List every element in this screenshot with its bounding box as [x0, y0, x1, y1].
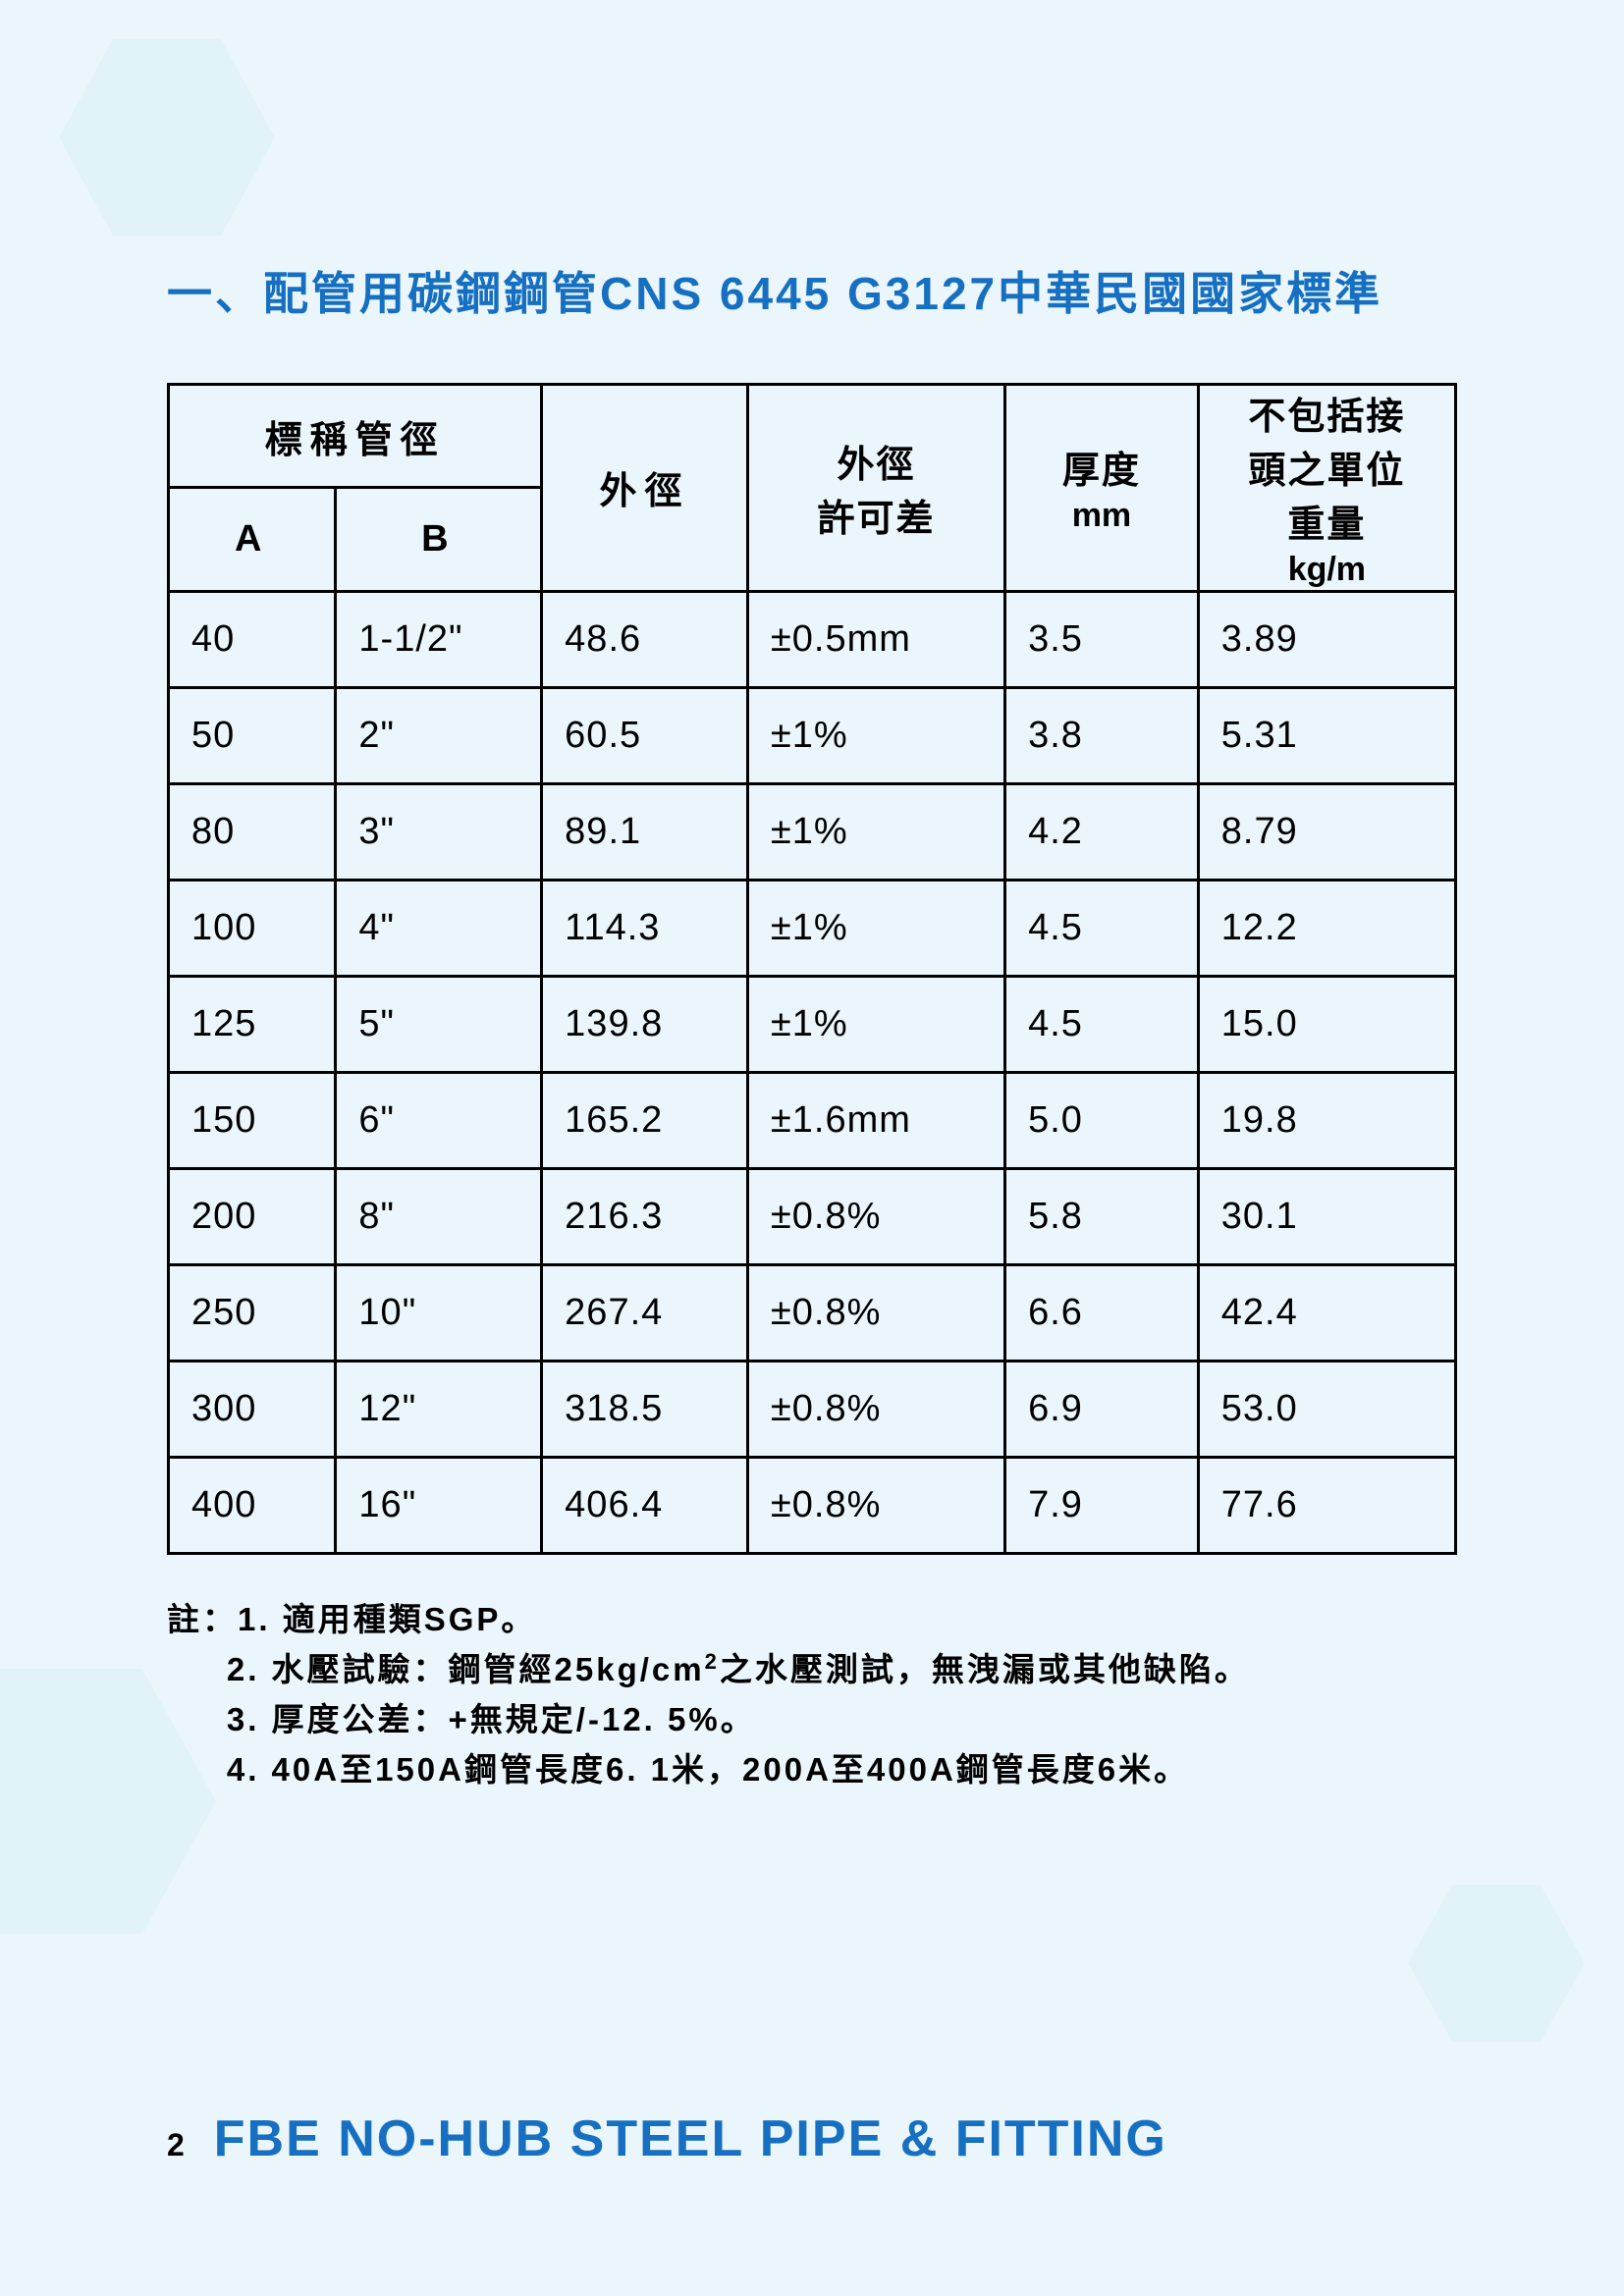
cell-a: 300	[169, 1361, 336, 1457]
th-uw-l4: kg/m	[1288, 551, 1366, 588]
cell-b: 12"	[336, 1361, 542, 1457]
cell-wt: 53.0	[1198, 1361, 1455, 1457]
cell-od: 216.3	[542, 1168, 748, 1264]
cell-a: 200	[169, 1168, 336, 1264]
cell-thk: 7.9	[1005, 1457, 1199, 1553]
table-row: 40016"406.4±0.8%7.977.6	[169, 1457, 1456, 1553]
cell-a: 125	[169, 976, 336, 1072]
cell-wt: 77.6	[1198, 1457, 1455, 1553]
cell-b: 10"	[336, 1264, 542, 1361]
cell-a: 50	[169, 687, 336, 783]
page-footer: 2 FBE NO-HUB STEEL PIPE & FITTING	[0, 2109, 1624, 2168]
cell-tol: ±1%	[747, 687, 1004, 783]
table-row: 1506"165.2±1.6mm5.019.8	[169, 1072, 1456, 1168]
footer-title: FBE NO-HUB STEEL PIPE & FITTING	[214, 2109, 1167, 2168]
cell-od: 267.4	[542, 1264, 748, 1361]
table-row: 30012"318.5±0.8%6.953.0	[169, 1361, 1456, 1457]
cell-tol: ±1%	[747, 976, 1004, 1072]
cell-wt: 30.1	[1198, 1168, 1455, 1264]
th-thickness-l1: 厚度	[1062, 451, 1141, 492]
cell-a: 400	[169, 1457, 336, 1553]
cell-thk: 3.8	[1005, 687, 1199, 783]
cell-od: 318.5	[542, 1361, 748, 1457]
th-unit-weight: 不包括接 頭之單位 重量 kg/m	[1198, 384, 1455, 591]
cell-thk: 6.6	[1005, 1264, 1199, 1361]
cell-tol: ±0.8%	[747, 1457, 1004, 1553]
cell-b: 5"	[336, 976, 542, 1072]
th-uw-l3: 重量	[1287, 505, 1366, 546]
cell-b: 3"	[336, 783, 542, 880]
cell-thk: 4.5	[1005, 880, 1199, 976]
cell-od: 60.5	[542, 687, 748, 783]
cell-thk: 5.0	[1005, 1072, 1199, 1168]
cell-od: 165.2	[542, 1072, 748, 1168]
cell-od: 89.1	[542, 783, 748, 880]
cell-wt: 5.31	[1198, 687, 1455, 783]
note-2a: 2. 水壓試驗：鋼管經25kg/cm	[227, 1651, 705, 1687]
cell-wt: 12.2	[1198, 880, 1455, 976]
cell-b: 8"	[336, 1168, 542, 1264]
cell-a: 40	[169, 591, 336, 687]
note-1: 1. 適用種類SGP。	[238, 1601, 536, 1637]
table-row: 1255"139.8±1%4.515.0	[169, 976, 1456, 1072]
th-thickness-l2: mm	[1072, 497, 1131, 534]
notes-prefix: 註：	[167, 1601, 238, 1637]
spec-table: 標稱管徑 外徑 外徑 許可差 厚度 mm 不包括接 頭之單位 重量 kg/m	[167, 383, 1457, 1555]
cell-b: 1-1/2"	[336, 591, 542, 687]
cell-od: 114.3	[542, 880, 748, 976]
cell-tol: ±1%	[747, 880, 1004, 976]
cell-tol: ±1.6mm	[747, 1072, 1004, 1168]
cell-thk: 4.2	[1005, 783, 1199, 880]
cell-thk: 4.5	[1005, 976, 1199, 1072]
cell-tol: ±0.8%	[747, 1264, 1004, 1361]
cell-a: 80	[169, 783, 336, 880]
note-3: 3. 厚度公差：+無規定/-12. 5%。	[227, 1701, 756, 1737]
cell-wt: 8.79	[1198, 783, 1455, 880]
table-row: 2008"216.3±0.8%5.830.1	[169, 1168, 1456, 1264]
cell-tol: ±0.5mm	[747, 591, 1004, 687]
page-number: 2	[167, 2127, 185, 2163]
th-outer-dia-tol-l1: 外徑	[838, 445, 916, 486]
cell-b: 6"	[336, 1072, 542, 1168]
table-row: 803"89.1±1%4.28.79	[169, 783, 1456, 880]
cell-tol: ±1%	[747, 783, 1004, 880]
cell-od: 406.4	[542, 1457, 748, 1553]
cell-wt: 19.8	[1198, 1072, 1455, 1168]
th-uw-l2: 頭之單位	[1248, 451, 1405, 492]
th-sub-b: B	[336, 488, 542, 592]
cell-thk: 5.8	[1005, 1168, 1199, 1264]
cell-tol: ±0.8%	[747, 1361, 1004, 1457]
cell-b: 4"	[336, 880, 542, 976]
cell-wt: 3.89	[1198, 591, 1455, 687]
page-title: 一、配管用碳鋼鋼管CNS 6445 G3127中華民國國家標準	[167, 265, 1457, 324]
note-4: 4. 40A至150A鋼管長度6. 1米，200A至400A鋼管長度6米。	[227, 1751, 1189, 1788]
th-sub-a: A	[169, 488, 336, 592]
cell-tol: ±0.8%	[747, 1168, 1004, 1264]
cell-a: 250	[169, 1264, 336, 1361]
notes: 註：1. 適用種類SGP。 2. 水壓試驗：鋼管經25kg/cm2之水壓測試，無…	[167, 1594, 1457, 1795]
table-row: 1004"114.3±1%4.512.2	[169, 880, 1456, 976]
decoration-hex	[1408, 1885, 1585, 2042]
th-outer-dia-tol: 外徑 許可差	[747, 384, 1004, 591]
th-nominal: 標稱管徑	[169, 384, 542, 488]
cell-wt: 15.0	[1198, 976, 1455, 1072]
cell-od: 48.6	[542, 591, 748, 687]
cell-b: 16"	[336, 1457, 542, 1553]
table-row: 502"60.5±1%3.85.31	[169, 687, 1456, 783]
cell-wt: 42.4	[1198, 1264, 1455, 1361]
cell-a: 150	[169, 1072, 336, 1168]
cell-od: 139.8	[542, 976, 748, 1072]
th-thickness: 厚度 mm	[1005, 384, 1199, 591]
cell-b: 2"	[336, 687, 542, 783]
table-row: 401-1/2"48.6±0.5mm3.53.89	[169, 591, 1456, 687]
cell-thk: 3.5	[1005, 591, 1199, 687]
cell-a: 100	[169, 880, 336, 976]
th-uw-l1: 不包括接	[1248, 397, 1405, 438]
th-outer-dia: 外徑	[542, 384, 748, 591]
note-2-sup: 2	[705, 1649, 720, 1674]
th-outer-dia-tol-l2: 許可差	[818, 499, 936, 540]
cell-thk: 6.9	[1005, 1361, 1199, 1457]
table-row: 25010"267.4±0.8%6.642.4	[169, 1264, 1456, 1361]
note-2b: 之水壓測試，無洩漏或其他缺陷。	[720, 1651, 1250, 1687]
